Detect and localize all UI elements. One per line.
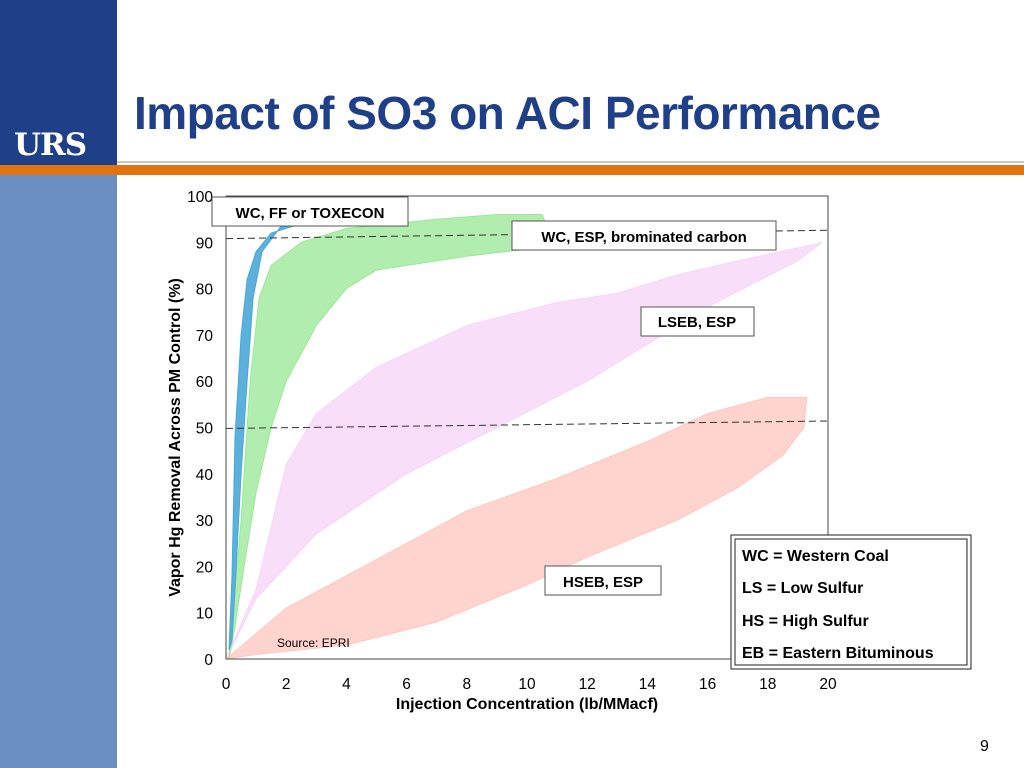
- series-label-wc-ff: WC, FF or TOXECON: [236, 205, 385, 222]
- x-tick-label: 2: [282, 676, 291, 693]
- y-tick-label: 50: [196, 421, 214, 438]
- series-label-wc-esp: WC, ESP, brominated carbon: [541, 229, 747, 246]
- y-tick-label: 20: [196, 559, 214, 576]
- page-title: Impact of SO3 on ACI Performance: [134, 87, 881, 139]
- y-tick-label: 40: [196, 467, 214, 484]
- x-tick-label: 12: [579, 676, 596, 693]
- series-label-hseb: HSEB, ESP: [563, 574, 643, 591]
- x-tick-label: 16: [699, 676, 716, 693]
- x-tick-label: 18: [759, 676, 776, 693]
- y-axis-label: Vapor Hg Removal Across PM Control (%): [167, 278, 184, 597]
- legend-entry-wc: WC = Western Coal: [742, 548, 889, 565]
- legend-entry-hs: HS = High Sulfur: [742, 613, 869, 630]
- title-divider: [117, 161, 1024, 163]
- tick-labels: 0 2 4 6 8 10 12 14 16 18 20 0 10 20 30 40 50 60 70 80 90 100: [187, 189, 837, 693]
- label-box-hseb: HSEB, ESP: [544, 565, 662, 596]
- orange-accent-bar: [0, 165, 1024, 175]
- reference-line-1: [225, 420, 829, 429]
- y-tick-label: 100: [187, 189, 213, 206]
- urs-logo: URS: [14, 127, 87, 163]
- y-tick-label: 70: [196, 328, 214, 345]
- y-tick-label: 80: [196, 282, 214, 299]
- plot-frame: [225, 195, 829, 660]
- y-tick-label: 30: [196, 513, 214, 530]
- x-tick-label: 20: [819, 676, 837, 693]
- series-label-lseb: LSEB, ESP: [658, 314, 736, 331]
- x-tick-label: 14: [639, 676, 657, 693]
- legend-entry-eb: EB = Eastern Bituminous: [742, 645, 934, 662]
- y-tick-label: 90: [196, 235, 214, 252]
- x-axis-label: Injection Concentration (lb/MMacf): [396, 696, 658, 713]
- source-note: Source: EPRI: [277, 636, 350, 650]
- y-tick-label: 10: [196, 606, 214, 623]
- x-tick-label: 4: [342, 676, 351, 693]
- x-tick-label: 10: [518, 676, 536, 693]
- label-box-wc-esp: WC, ESP, brominated carbon: [511, 220, 777, 251]
- x-tick-label: 8: [462, 676, 471, 693]
- sidebar-header: URS: [0, 0, 117, 165]
- label-box-lseb: LSEB, ESP: [640, 306, 755, 337]
- page-number: 9: [980, 738, 989, 755]
- legend-entry-ls: LS = Low Sulfur: [742, 580, 863, 597]
- area-series-2: [225, 241, 823, 660]
- legend-box: WC = Western Coal LS = Low Sulfur HS = H…: [730, 534, 972, 670]
- x-tick-label: 0: [222, 676, 231, 693]
- x-tick-label: 6: [402, 676, 411, 693]
- label-box-wc-ff: WC, FF or TOXECON: [211, 196, 409, 227]
- y-tick-label: 60: [196, 374, 214, 391]
- area-series-3: [224, 396, 808, 660]
- y-tick-label: 0: [204, 652, 213, 669]
